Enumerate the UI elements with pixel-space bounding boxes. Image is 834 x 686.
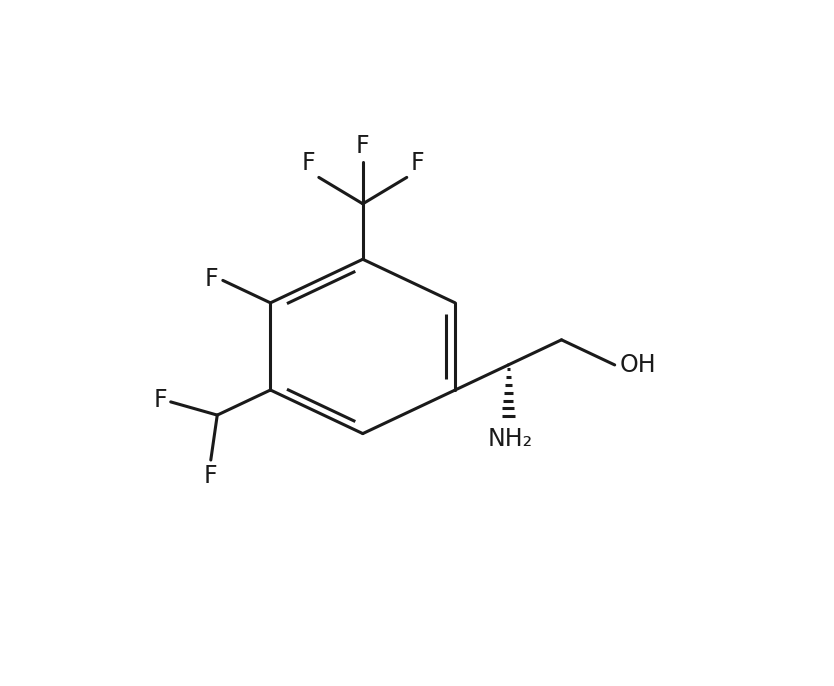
Text: F: F bbox=[301, 152, 315, 176]
Text: NH₂: NH₂ bbox=[488, 427, 533, 451]
Text: F: F bbox=[410, 152, 425, 176]
Text: OH: OH bbox=[619, 353, 656, 377]
Text: F: F bbox=[204, 267, 219, 291]
Text: F: F bbox=[204, 464, 218, 488]
Text: F: F bbox=[356, 134, 369, 158]
Text: F: F bbox=[153, 388, 167, 412]
